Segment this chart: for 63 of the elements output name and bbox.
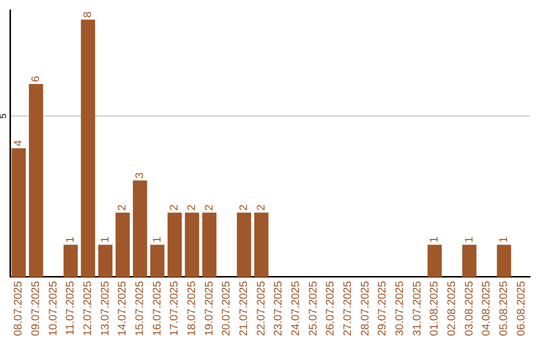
- x-tick-label: 31.07.2025: [411, 280, 424, 336]
- bar: [496, 244, 512, 277]
- bar: [116, 212, 130, 277]
- x-tick-label: 26.07.2025: [324, 280, 337, 336]
- bar: [168, 212, 182, 277]
- x-tick-label: 01.08.2025: [428, 280, 441, 336]
- x-tick-label: 30.07.2025: [394, 280, 406, 336]
- data-label: 4: [12, 140, 25, 146]
- data-label: 2: [186, 204, 198, 211]
- y-tick-label: 5: [0, 114, 8, 119]
- data-label: 2: [238, 204, 250, 211]
- bar: [254, 212, 268, 277]
- bar: [150, 244, 164, 277]
- data-label: 1: [64, 236, 77, 243]
- x-tick-label: 15.07.2025: [134, 280, 146, 336]
- bar: [28, 84, 44, 277]
- x-tick-label: 13.07.2025: [99, 280, 112, 336]
- x-tick-label: 02.08.2025: [446, 280, 458, 336]
- x-tick-label: 11.07.2025: [64, 280, 77, 336]
- bar: [98, 244, 112, 277]
- x-tick-label: 10.07.2025: [47, 280, 60, 336]
- bar: [428, 244, 442, 277]
- data-label: 1: [99, 236, 112, 243]
- x-tick-label: 21.07.2025: [238, 280, 250, 336]
- data-label: 2: [255, 204, 268, 211]
- data-label: 1: [428, 236, 441, 243]
- data-label: 1: [151, 236, 164, 243]
- bar: [184, 212, 200, 277]
- bar: [64, 244, 78, 277]
- data-label: 6: [30, 76, 42, 82]
- bar: [236, 212, 252, 277]
- x-tick-label: 25.07.2025: [307, 280, 320, 336]
- x-tick-label: 03.08.2025: [463, 280, 476, 336]
- bar: [132, 180, 148, 277]
- x-tick-label: 12.07.2025: [82, 280, 94, 336]
- data-label: 2: [203, 204, 216, 211]
- x-tick-label: 14.07.2025: [116, 280, 129, 336]
- bar: [80, 20, 96, 277]
- data-label: 8: [82, 12, 94, 18]
- bar: [462, 244, 476, 277]
- x-tick-label: 18.07.2025: [186, 280, 198, 336]
- x-tick-label: 22.07.2025: [255, 280, 268, 336]
- data-label: 1: [463, 236, 476, 243]
- x-tick-label: 29.07.2025: [376, 280, 389, 336]
- x-tick-label: 24.07.2025: [290, 280, 302, 336]
- data-label: 2: [168, 204, 181, 211]
- data-label: 2: [116, 204, 129, 211]
- x-tick-label: 04.08.2025: [480, 280, 493, 336]
- x-tick-label: 27.07.2025: [342, 280, 354, 336]
- x-tick-label: 17.07.2025: [168, 280, 181, 336]
- x-tick-label: 06.08.2025: [515, 280, 528, 336]
- x-tick-label: 08.07.2025: [12, 280, 25, 336]
- x-tick-label: 16.07.2025: [151, 280, 164, 336]
- data-label: 3: [134, 172, 146, 178]
- x-tick-label: 20.07.2025: [220, 280, 233, 336]
- bar: [202, 212, 216, 277]
- data-label: 1: [498, 236, 510, 243]
- bar: [12, 148, 26, 277]
- x-tick-label: 23.07.2025: [272, 280, 285, 336]
- x-tick-label: 19.07.2025: [203, 280, 216, 336]
- x-tick-label: 09.07.2025: [30, 280, 42, 336]
- x-tick-label: 28.07.2025: [359, 280, 372, 336]
- x-tick-label: 05.08.2025: [498, 280, 510, 336]
